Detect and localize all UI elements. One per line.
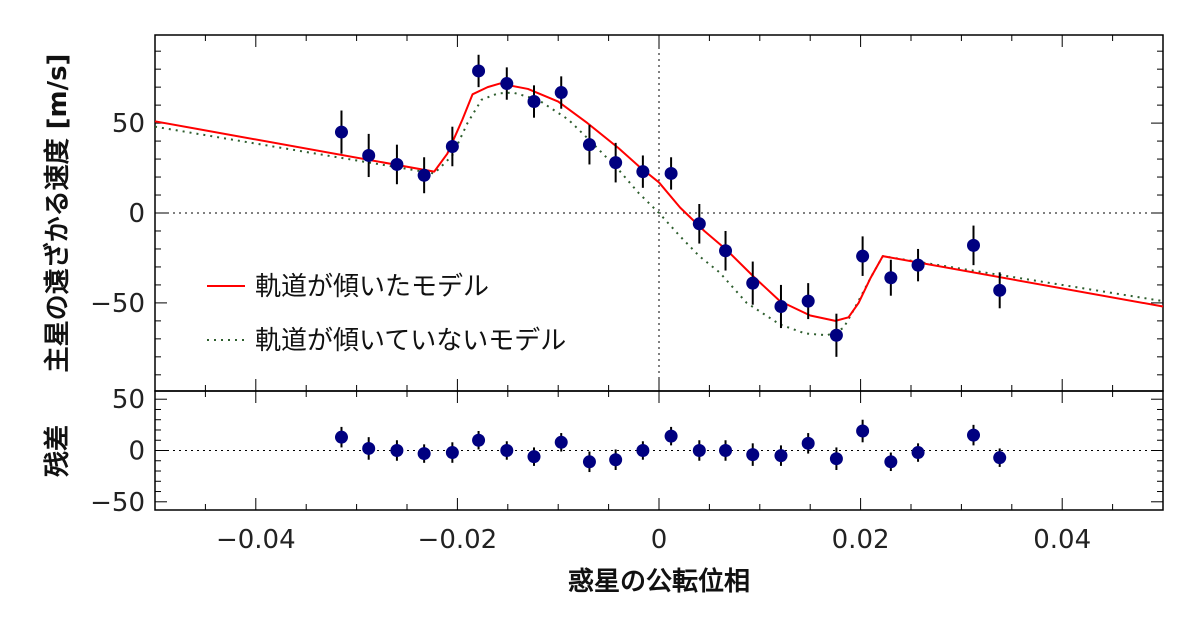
y-tick-label: 0 [128,437,145,467]
model-untilted-line [154,91,1164,337]
residual-point [582,455,596,469]
residual-point [445,446,459,460]
data-point [746,276,760,290]
data-point [719,244,733,258]
data-point [664,166,678,180]
data-point [609,156,623,170]
residual-point [664,429,678,443]
y-axis-label: 主星の遠ざかる速度 [m/s] [42,54,73,373]
data-point [554,86,568,100]
data-point [417,168,431,182]
data-point [582,138,596,152]
residual-point [362,441,376,455]
y-tick-label: 50 [112,385,145,415]
residual-point [334,430,348,444]
data-point [527,95,541,109]
residual-point [856,424,870,438]
data-point [856,249,870,263]
data-point [445,139,459,153]
data-point [636,165,650,179]
residual-point [829,452,843,466]
residual-point [527,450,541,464]
x-tick-label: 0.02 [832,525,890,555]
data-point [801,294,815,308]
data-point [500,77,514,91]
data-point [334,125,348,139]
x-tick-label: 0 [651,525,668,555]
residual-point [884,455,898,469]
residual-point [472,433,486,447]
residual-point [774,449,788,463]
residual-point [636,444,650,457]
residual-point [993,451,1007,465]
residual-point [417,447,431,461]
x-axis-label: 惑星の公転位相 [568,566,750,597]
y-tick-label: −50 [90,488,145,518]
legend-label-untilted: 軌道が傾いていないモデル [255,326,566,356]
data-point [829,328,843,342]
y-tick-label: 50 [112,109,145,139]
x-tick-label: 0.04 [1033,525,1091,555]
main-panel: −50 0 50 [90,34,1164,392]
model-tilted-line [154,82,1164,322]
y-tick-label: −50 [90,289,145,319]
y-tick-label: 0 [128,199,145,229]
residual-point [746,448,760,462]
data-point [390,157,404,171]
residual-point [719,444,733,457]
x-tick-label: −0.04 [216,525,296,555]
residual-point [500,444,514,457]
data-point [911,258,925,272]
residual-point [390,444,404,457]
data-point [362,148,376,162]
data-point [472,64,486,78]
residual-point [554,435,568,449]
data-point [884,271,898,285]
residual-y-axis-label: 残差 [42,425,73,477]
data-point [966,238,980,252]
legend-label-tilted: 軌道が傾いたモデル [255,272,489,302]
residual-point [609,453,623,467]
residual-point [692,444,706,457]
data-point [993,283,1007,297]
residual-panel: −50 0 50 −0.04 −0.02 0 0.02 0.04 [90,385,1164,555]
residual-point [966,428,980,442]
data-point [774,299,788,313]
residual-point [801,436,815,450]
x-tick-label: −0.02 [418,525,498,555]
data-point [692,217,706,231]
legend: 軌道が傾いたモデル 軌道が傾いていないモデル [207,272,566,356]
residual-point [911,446,925,460]
